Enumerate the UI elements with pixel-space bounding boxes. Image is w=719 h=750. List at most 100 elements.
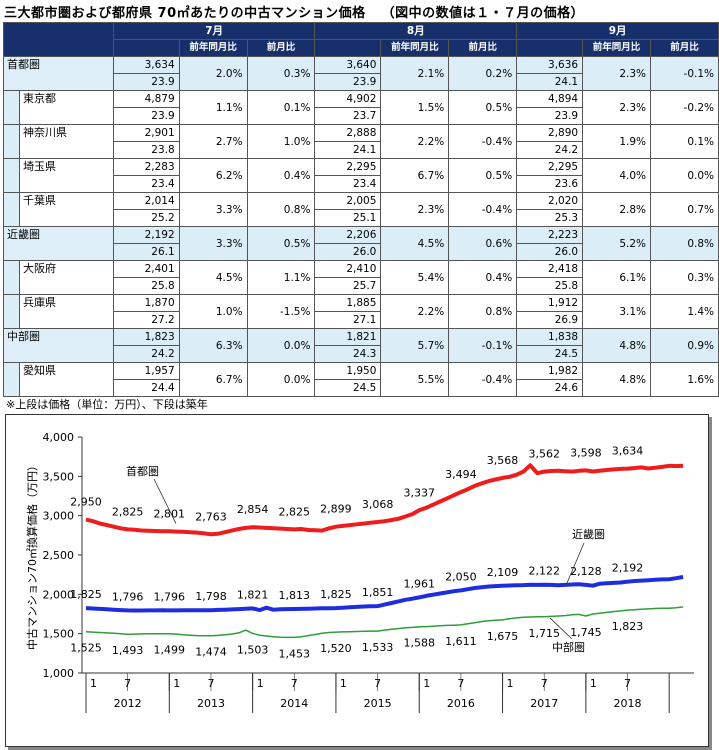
price-cell: 1,957 <box>112 362 180 380</box>
yoy-cell: 1.0% <box>178 294 248 329</box>
age-cell: 27.2 <box>112 311 180 329</box>
age-cell: 25.8 <box>112 277 180 295</box>
data-label: 3,562 <box>528 448 560 461</box>
data-label: 2,122 <box>528 565 560 578</box>
indent-cell <box>3 294 20 329</box>
age-cell: 24.5 <box>516 345 584 363</box>
data-label: 1,796 <box>112 590 144 603</box>
price-cell: 2,418 <box>516 260 584 278</box>
age-cell: 23.8 <box>112 141 180 159</box>
series-name-label: 中部圏 <box>552 640 585 654</box>
mom-cell: -0.4% <box>448 192 518 227</box>
price-cell: 2,005 <box>314 192 382 210</box>
yoy-cell: 6.7% <box>178 362 248 397</box>
data-label: 2,128 <box>570 565 602 578</box>
mom-cell: 0.5% <box>448 158 518 193</box>
yoy-cell: 2.1% <box>380 56 450 91</box>
row-label: 千葉県 <box>18 192 114 227</box>
price-cell: 1,950 <box>314 362 382 380</box>
y-axis-label: 中古マンション70㎡換算価格（万円） <box>25 460 39 650</box>
price-cell: 1,821 <box>314 328 382 346</box>
mom-cell: 0.1% <box>246 90 316 125</box>
mom-cell: -0.1% <box>650 56 719 91</box>
year-label: 2017 <box>530 697 558 710</box>
yoy-cell: 1.1% <box>178 90 248 125</box>
age-cell: 23.9 <box>112 107 180 125</box>
yoy-cell: 1.5% <box>380 90 450 125</box>
data-label: 1,499 <box>154 644 186 657</box>
price-cell: 2,401 <box>112 260 180 278</box>
price-cell: 2,901 <box>112 124 180 142</box>
y-tick-label: 3,000 <box>43 510 75 523</box>
yoy-cell: 2.8% <box>582 192 651 227</box>
table-row: 愛知県 1,957 6.7% 0.0% 1,950 5.5% -0.4% 1,982 4.8% 1… <box>3 362 719 397</box>
price-cell: 2,283 <box>112 158 180 176</box>
year-label: 2013 <box>197 697 225 710</box>
blank-header <box>112 39 180 57</box>
table-footnote: ※上段は価格（単位：万円）、下段は築年 <box>6 398 208 411</box>
data-label: 2,801 <box>154 507 186 520</box>
yoy-header: 前年同月比 <box>178 39 248 57</box>
price-cell: 2,206 <box>314 226 382 244</box>
indent-cell <box>3 260 20 295</box>
year-label: 2016 <box>447 697 475 710</box>
mom-cell: 0.0% <box>246 362 316 397</box>
x-tick-label: 1 <box>257 677 264 690</box>
mom-cell: 0.8% <box>448 294 518 329</box>
yoy-cell: 5.5% <box>380 362 450 397</box>
age-cell: 24.5 <box>314 379 382 397</box>
age-cell: 23.9 <box>516 107 584 125</box>
data-label: 2,899 <box>320 503 352 516</box>
table-row: 27.2 27.1 26.9 <box>4 311 719 329</box>
data-label: 1,823 <box>612 620 644 633</box>
age-cell: 27.1 <box>314 311 382 329</box>
yoy-cell: 3.3% <box>178 226 248 261</box>
page-title: 三大都市圏および都府県 70㎡あたりの中古マンション価格 （図中の数値は１・７月の… <box>4 6 585 21</box>
year-label: 2014 <box>280 697 308 710</box>
table-row: 24.4 24.5 24.6 <box>4 379 719 397</box>
price-cell: 1,912 <box>516 294 584 312</box>
price-line-chart: 1,000 1,500 2,000 2,500 3,000 3,500 4,000 1 7 1 7 1… <box>25 431 694 713</box>
data-label: 2,825 <box>279 505 311 518</box>
table-row: 23.9 23.9 24.1 <box>4 73 719 91</box>
mom-cell: -0.2% <box>650 90 719 125</box>
table-row: 埼玉県 2,283 6.2% 0.4% 2,295 6.7% 0.5% 2,295 4.0% 0.… <box>3 158 719 193</box>
mom-header: 前月比 <box>650 39 719 57</box>
y-tick-label: 2,000 <box>43 588 75 601</box>
age-cell: 24.1 <box>516 73 584 91</box>
mom-cell: 0.5% <box>246 226 316 261</box>
row-label: 愛知県 <box>18 362 114 397</box>
x-tick-label: 1 <box>507 677 514 690</box>
age-cell: 24.1 <box>314 141 382 159</box>
age-cell: 23.9 <box>112 73 180 91</box>
yoy-cell: 1.9% <box>582 124 651 159</box>
y-tick-label: 2,500 <box>43 549 75 562</box>
data-label: 2,192 <box>612 562 644 575</box>
mom-cell: -0.4% <box>448 124 518 159</box>
data-label: 3,337 <box>403 486 435 499</box>
table-row: 兵庫県 1,870 1.0% -1.5% 1,885 2.2% 0.8% 1,912 3.1% 1… <box>3 294 719 329</box>
data-label: 3,598 <box>570 446 602 459</box>
data-label: 1,825 <box>320 588 352 601</box>
x-tick-label: 7 <box>291 677 298 690</box>
x-tick-label: 1 <box>590 677 597 690</box>
price-cell: 2,223 <box>516 226 584 244</box>
indent-cell <box>3 362 20 397</box>
x-tick-label: 7 <box>457 677 464 690</box>
age-cell: 25.2 <box>112 209 180 227</box>
yoy-cell: 2.3% <box>380 192 450 227</box>
price-cell: 1,885 <box>314 294 382 312</box>
table-row: 中部圏 1,823 6.3% 0.0% 1,821 5.7% -0.1% 1,838 4.8% 0… <box>3 328 719 363</box>
price-cell: 2,295 <box>314 158 382 176</box>
y-tick-label: 4,000 <box>43 431 75 444</box>
data-label: 1,745 <box>570 626 602 639</box>
age-cell: 26.1 <box>112 243 180 261</box>
series-name-label: 首都圏 <box>126 464 159 478</box>
yoy-header: 前年同月比 <box>582 39 651 57</box>
yoy-cell: 2.7% <box>178 124 248 159</box>
data-label: 2,050 <box>445 570 477 583</box>
yoy-cell: 4.0% <box>582 158 651 193</box>
age-cell: 23.6 <box>516 175 584 193</box>
leader-line <box>153 478 177 524</box>
yoy-cell: 5.2% <box>582 226 651 261</box>
